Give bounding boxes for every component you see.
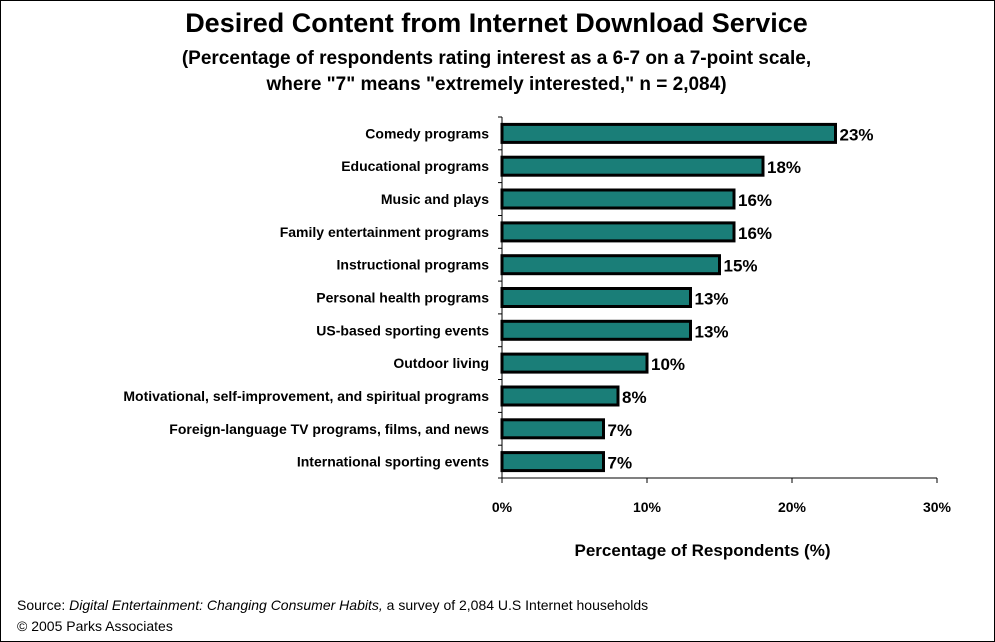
bar <box>500 385 620 407</box>
bar-chart: Comedy programs 23% Educational programs 18… <box>123 116 952 560</box>
bar <box>500 155 765 177</box>
x-tick-label: 10% <box>633 499 662 515</box>
value-label: 16% <box>738 224 772 243</box>
value-label: 18% <box>767 158 801 177</box>
value-label: 8% <box>622 388 647 407</box>
x-tick-label: 20% <box>778 499 807 515</box>
bar <box>500 418 605 440</box>
source-title: Digital Entertainment: Changing Consumer… <box>69 597 383 613</box>
source-prefix: Source: <box>17 597 70 613</box>
bar <box>500 122 837 144</box>
copyright-note: © 2005 Parks Associates <box>17 618 173 634</box>
bar <box>500 451 605 473</box>
value-label: 7% <box>608 421 633 440</box>
value-label: 10% <box>651 355 685 374</box>
bar <box>500 287 692 308</box>
value-label: 16% <box>738 191 772 210</box>
bar <box>500 352 649 374</box>
x-axis-title: Percentage of Respondents (%) <box>575 541 831 560</box>
bar <box>500 188 736 210</box>
chart-subtitle-line-1: (Percentage of respondents rating intere… <box>181 48 812 69</box>
category-label: US-based sporting events <box>316 322 489 338</box>
category-label: International sporting events <box>297 454 489 470</box>
category-label: Personal health programs <box>316 290 489 306</box>
value-label: 15% <box>724 257 758 276</box>
category-label: Family entertainment programs <box>280 224 489 240</box>
source-description: a survey of 2,084 U.S Internet household… <box>382 597 649 613</box>
category-label: Outdoor living <box>393 355 489 371</box>
value-label: 13% <box>695 322 729 341</box>
value-label: 13% <box>695 290 729 309</box>
bar <box>500 319 692 341</box>
category-label: Comedy programs <box>365 125 489 141</box>
value-label: 23% <box>840 125 874 144</box>
bar <box>500 221 736 243</box>
category-label: Educational programs <box>341 158 489 174</box>
x-tick-label: 0% <box>492 499 513 515</box>
source-note: Source: Digital Entertainment: Changing … <box>17 597 648 613</box>
category-label: Foreign-language TV programs, films, and… <box>169 421 489 437</box>
category-label: Instructional programs <box>337 257 490 273</box>
value-label: 7% <box>608 454 633 473</box>
category-label: Motivational, self-improvement, and spir… <box>123 388 489 404</box>
chart-title: Desired Content from Internet Download S… <box>185 8 808 38</box>
category-label: Music and plays <box>381 191 489 207</box>
chart-subtitle-line-2: where "7" means "extremely interested," … <box>266 74 727 95</box>
bar <box>500 254 721 276</box>
x-tick-label: 30% <box>923 499 952 515</box>
